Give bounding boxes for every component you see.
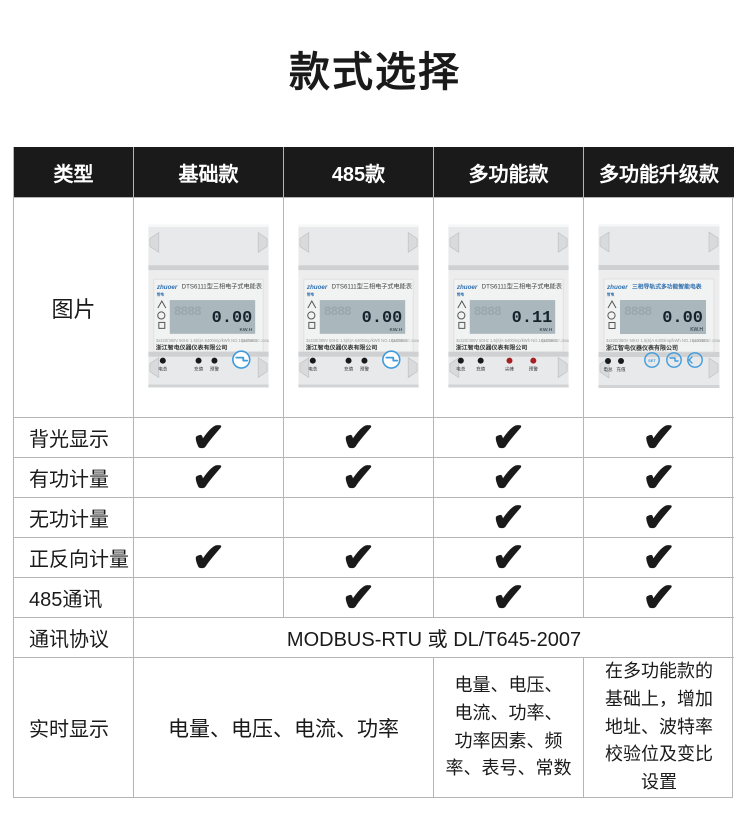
- svg-text:0.00: 0.00: [212, 308, 253, 327]
- svg-text:0.00: 0.00: [662, 309, 703, 328]
- svg-text:KW.H: KW.H: [540, 326, 553, 332]
- svg-text:三相导轨式多功能智能电表: 三相导轨式多功能智能电表: [632, 282, 702, 290]
- svg-text:DTS6111型三相电子式电能表: DTS6111型三相电子式电能表: [482, 282, 562, 290]
- svg-text:KW.H: KW.H: [390, 326, 403, 332]
- svg-text:DTS6111型三相电子式电能表: DTS6111型三相电子式电能表: [182, 282, 262, 290]
- svg-text:0.11: 0.11: [512, 308, 553, 327]
- svg-text:0.00: 0.00: [362, 308, 403, 327]
- svg-text:KW.H: KW.H: [240, 326, 253, 332]
- svg-text:DTS6111型三相电子式电能表: DTS6111型三相电子式电能表: [332, 282, 412, 290]
- svg-text:KW.H: KW.H: [690, 327, 703, 333]
